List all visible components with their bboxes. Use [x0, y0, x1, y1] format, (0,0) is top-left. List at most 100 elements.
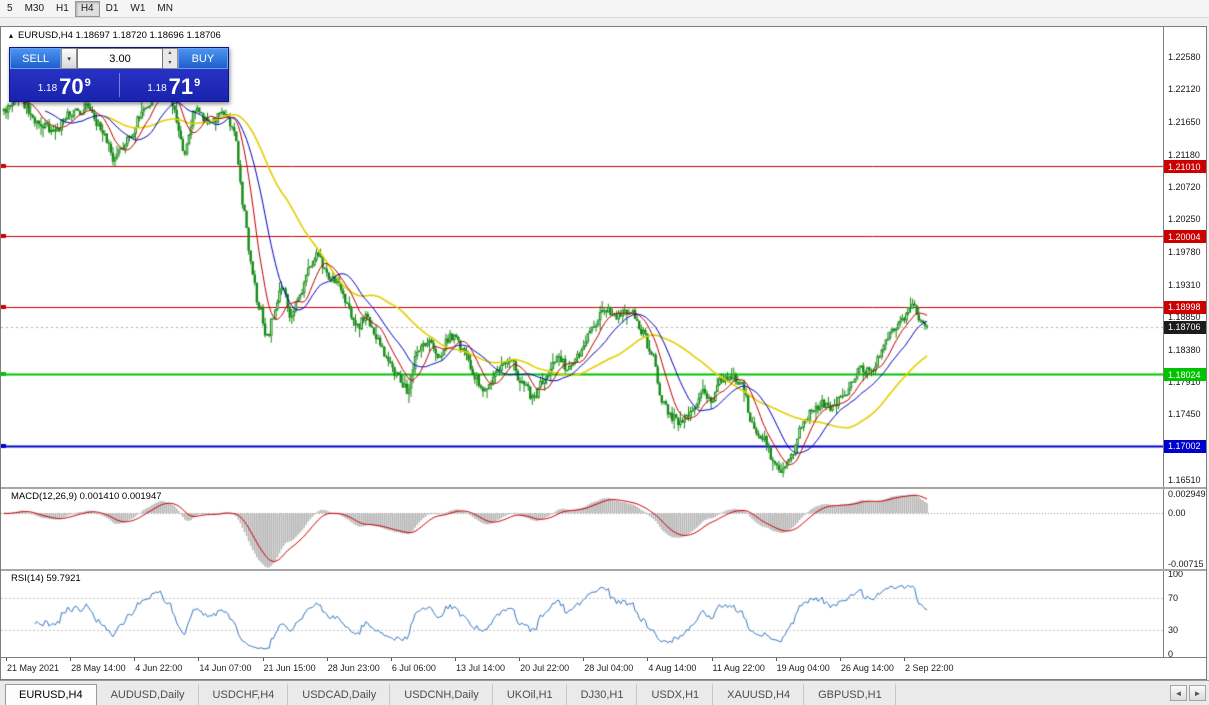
volume-dropdown-button[interactable]: ▾	[61, 48, 77, 69]
price-axis-label: 1.18850	[1168, 311, 1201, 322]
time-axis-tick	[839, 658, 841, 661]
time-axis-label: 28 Jul 04:00	[584, 663, 634, 673]
sell-price[interactable]: 1.18 70 9	[10, 69, 119, 101]
main-chart-canvas[interactable]	[1, 27, 1163, 487]
time-axis-label: 6 Jul 06:00	[391, 663, 436, 673]
time-axis-label: 4 Jun 22:00	[135, 663, 183, 673]
macd-canvas[interactable]	[1, 489, 1163, 569]
buy-price-small: 1.18	[147, 83, 167, 94]
time-axis-label: 21 May 2021	[7, 663, 60, 673]
time-axis-tick	[134, 658, 136, 661]
spin-up-icon: ▴	[168, 50, 172, 56]
buy-price[interactable]: 1.18 71 9	[120, 69, 229, 101]
tab-usdcnh-daily[interactable]: USDCNH,Daily	[390, 684, 493, 705]
tab-ukoil-h1[interactable]: UKOil,H1	[493, 684, 567, 705]
level-price-tag: 1.18998	[1164, 300, 1206, 314]
chart-title: ▴ EURUSD,H4 1.18697 1.18720 1.18696 1.18…	[9, 30, 221, 41]
time-axis-tick	[6, 658, 7, 661]
tab-usdx-h1[interactable]: USDX,H1	[637, 684, 714, 705]
time-axis-tick	[583, 658, 585, 661]
time-axis-label: 11 Aug 22:00	[712, 663, 765, 673]
tab-scroll-left-button[interactable]: ◄	[1170, 685, 1187, 701]
time-axis-tick	[326, 658, 328, 661]
buy-price-pip: 9	[194, 77, 201, 89]
spin-down-icon: ▾	[168, 59, 172, 66]
price-axis-label: 1.22580	[1168, 51, 1201, 62]
price-axis-label: 1.21650	[1168, 116, 1201, 127]
time-axis-label: 20 Jul 22:00	[520, 663, 570, 673]
macd-axis: 0.002949 0.00 -0.00715	[1163, 489, 1206, 569]
timeframe-button-m30[interactable]: M30	[24, 3, 45, 14]
tab-usdcad-daily[interactable]: USDCAD,Daily	[288, 684, 391, 705]
sell-button[interactable]: SELL	[10, 48, 62, 69]
time-axis-label: 4 Aug 14:00	[648, 663, 697, 673]
price-axis-label: 1.17910	[1168, 377, 1201, 388]
timeframe-button-h1[interactable]: H1	[56, 3, 69, 14]
price-axis-label: 1.20720	[1168, 181, 1201, 192]
sell-price-small: 1.18	[37, 83, 58, 94]
level-price-tag: 1.17002	[1164, 439, 1206, 453]
time-axis-label: 13 Jul 14:00	[455, 663, 506, 673]
macd-axis-label: -0.00715	[1168, 559, 1204, 569]
rsi-axis-label: 100	[1168, 571, 1184, 579]
rsi-axis-label: 70	[1168, 593, 1179, 603]
price-divider	[118, 73, 120, 97]
buy-price-big: 71	[168, 74, 194, 99]
time-axis-tick	[454, 658, 456, 661]
buy-button[interactable]: BUY	[177, 48, 229, 69]
main-price-axis: 1.22580 1.22120 1.21650 1.21180 1.20720 1.202…	[1163, 27, 1206, 487]
timeframe-button-h4[interactable]: H4	[74, 0, 100, 17]
time-axis-tick	[775, 658, 777, 661]
price-axis-label: 1.21180	[1168, 149, 1200, 160]
timeframe-button-d1[interactable]: D1	[105, 3, 119, 14]
rsi-canvas[interactable]	[1, 571, 1163, 657]
volume-spinner[interactable]: ▴ ▾	[163, 48, 178, 69]
level-price-tag: 1.18024	[1164, 368, 1206, 382]
tab-scroll-right-button[interactable]: ►	[1189, 685, 1206, 701]
time-axis-tick	[711, 658, 713, 661]
tab-audusd-daily[interactable]: AUDUSD,Daily	[97, 684, 199, 705]
tab-xauusd-h4[interactable]: XAUUSD,H4	[713, 684, 805, 705]
price-axis-label: 1.19780	[1168, 247, 1201, 258]
macd-label: MACD(12,26,9) 0.001410 0.001947	[11, 491, 162, 502]
timeframe-button-5[interactable]: 5	[7, 3, 13, 14]
timeframe-button-w1[interactable]: W1	[130, 3, 146, 14]
price-axis-label: 1.19310	[1168, 279, 1201, 290]
time-axis-label: 14 Jun 07:00	[199, 663, 252, 673]
macd-axis-label: 0.002949	[1168, 489, 1206, 499]
sell-price-pip: 9	[84, 77, 91, 89]
main-panel: 1.22580 1.22120 1.21650 1.21180 1.20720 1.202…	[1, 27, 1206, 487]
collapse-icon[interactable]: ▴	[9, 31, 14, 40]
level-price-tag: 1.21010	[1164, 160, 1206, 174]
tab-gbpusd-h1[interactable]: GBPUSD,H1	[804, 684, 896, 705]
rsi-label: RSI(14) 59.7921	[11, 573, 81, 584]
chart-window: 1.22580 1.22120 1.21650 1.21180 1.20720 1.202…	[0, 26, 1207, 680]
time-axis-tick	[903, 658, 905, 661]
tab-eurusd-h4[interactable]: EURUSD,H4	[5, 684, 97, 705]
rsi-axis-label: 0	[1168, 649, 1174, 657]
volume-input[interactable]	[77, 48, 163, 69]
time-axis-tick	[262, 658, 264, 661]
price-axis-label: 1.16510	[1168, 474, 1201, 485]
time-axis-label: 21 Jun 15:00	[263, 663, 316, 673]
time-axis-label: 19 Aug 04:00	[776, 663, 830, 673]
rsi-panel: 100 70 30 0 RSI(14) 59.7921	[1, 571, 1206, 657]
panel-separator[interactable]	[1, 487, 1206, 489]
tab-list: EURUSD,H4 AUDUSD,Daily USDCHF,H4 USDCAD,Dai…	[0, 681, 896, 705]
time-axis-label: 2 Sep 22:00	[904, 663, 954, 673]
current-price-tag: 1.18706	[1164, 320, 1206, 334]
time-axis-label: 28 Jun 23:00	[327, 663, 380, 673]
tab-usdchf-h4[interactable]: USDCHF,H4	[199, 684, 289, 705]
price-axis-label: 1.20250	[1168, 214, 1201, 225]
price-axis-label: 1.18380	[1168, 344, 1201, 355]
timeframe-toolbar: 5 M30 H1 H4 D1 W1 MN	[0, 0, 1209, 18]
panel-separator[interactable]	[1, 569, 1206, 571]
time-axis-tick	[70, 658, 72, 661]
time-axis-label: 26 Aug 14:00	[840, 663, 894, 673]
macd-panel: 0.002949 0.00 -0.00715 MACD(12,26,9) 0.001…	[1, 489, 1206, 569]
timeframe-button-mn[interactable]: MN	[157, 3, 173, 14]
rsi-axis: 100 70 30 0	[1163, 571, 1206, 657]
tab-bar: EURUSD,H4 AUDUSD,Daily USDCHF,H4 USDCAD,Dai…	[0, 680, 1209, 705]
tab-dj30-h1[interactable]: DJ30,H1	[567, 684, 638, 705]
